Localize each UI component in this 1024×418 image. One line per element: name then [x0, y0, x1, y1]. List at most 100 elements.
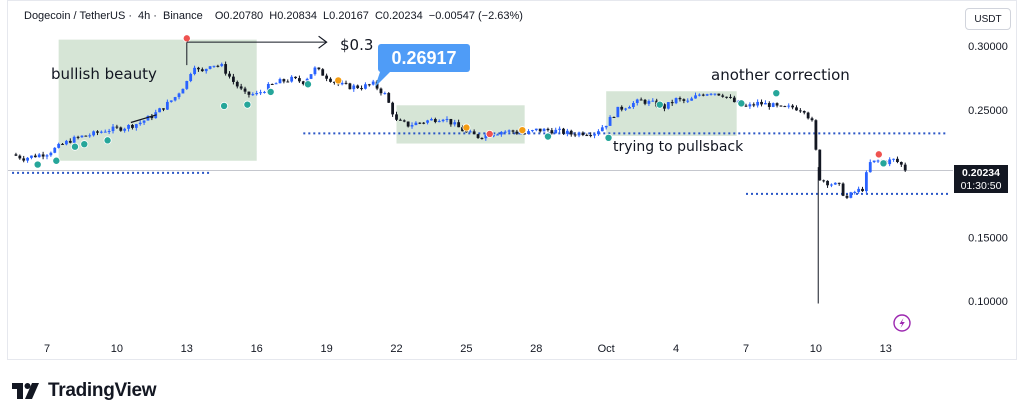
- x-tick-label: 19: [320, 343, 332, 355]
- candle: [698, 93, 701, 97]
- candle-body: [581, 132, 585, 136]
- candle-body: [131, 124, 134, 128]
- candle-body: [635, 99, 639, 104]
- candle-body: [402, 120, 406, 122]
- candle-body: [791, 105, 794, 108]
- candle: [395, 111, 398, 122]
- candle-body: [449, 118, 453, 125]
- candle: [604, 125, 608, 130]
- candle: [538, 128, 542, 133]
- candle-body: [701, 94, 705, 96]
- candle: [468, 129, 472, 133]
- candle: [651, 98, 655, 102]
- candle: [41, 151, 45, 160]
- candle-body: [779, 105, 783, 107]
- last-price-box: [954, 165, 1008, 193]
- candle: [760, 99, 763, 107]
- zones-layer: [58, 39, 737, 161]
- candle: [511, 129, 515, 134]
- candle: [810, 116, 814, 122]
- candle: [410, 122, 414, 129]
- callout-price: 0.26917: [391, 48, 456, 68]
- candle-body: [197, 67, 200, 70]
- candle-body: [527, 131, 530, 134]
- candle: [65, 139, 68, 146]
- candle-body: [857, 188, 861, 192]
- candle-body: [134, 124, 138, 128]
- candle-body: [492, 135, 495, 137]
- candle-body: [663, 104, 666, 109]
- candle-body: [476, 134, 480, 138]
- annotation-pullback: trying to pullsback: [613, 139, 744, 155]
- candle-body: [480, 137, 484, 139]
- candle-body: [674, 98, 678, 104]
- candle-body: [744, 105, 748, 107]
- candle-body: [251, 94, 255, 96]
- candle: [531, 129, 534, 133]
- candle-body: [309, 74, 313, 79]
- highlight-zone-1: [396, 105, 525, 144]
- signal-marker-green: [80, 140, 89, 149]
- tradingview-logo[interactable]: TradingView: [12, 380, 157, 402]
- candle: [134, 123, 138, 131]
- candle-body: [822, 180, 826, 182]
- candle: [857, 186, 861, 194]
- x-axis[interactable]: 7 10 13 16 19 22 25 28 Oct 4 7 10 13: [44, 343, 892, 355]
- flash-icon[interactable]: [893, 314, 911, 332]
- candle-body: [764, 103, 767, 105]
- candle-body: [806, 112, 810, 119]
- candle: [441, 118, 445, 123]
- signal-marker-red: [182, 34, 191, 43]
- candle: [585, 133, 589, 137]
- candle-body: [453, 122, 457, 125]
- candle: [255, 90, 259, 96]
- candle: [92, 130, 95, 137]
- callout-label[interactable]: 0.26917: [375, 44, 470, 87]
- candle-body: [550, 130, 554, 134]
- price-chart[interactable]: bullish beauty $0.3 another correction t…: [8, 1, 1016, 359]
- candle-body: [193, 67, 196, 75]
- signal-marker-red: [485, 129, 494, 138]
- candle: [414, 121, 418, 126]
- candle: [725, 96, 728, 99]
- candle-body: [65, 140, 68, 145]
- last-price-value: 0.20234: [962, 167, 1000, 179]
- candle-body: [255, 93, 259, 95]
- candle: [822, 179, 826, 183]
- symbol-interval[interactable]: 4h: [138, 10, 151, 22]
- candle: [635, 98, 639, 106]
- candle-body: [398, 119, 402, 121]
- ohlc-change: −0.00547 (−2.63%): [428, 10, 523, 22]
- currency-selector[interactable]: USDT: [965, 8, 1011, 30]
- candle-body: [274, 83, 278, 85]
- candle-body: [173, 97, 177, 101]
- candle: [449, 118, 453, 127]
- candle-body: [787, 105, 791, 107]
- candle-body: [239, 86, 243, 89]
- candle: [690, 96, 694, 101]
- candle-body: [573, 134, 577, 136]
- candle: [647, 99, 651, 106]
- chart-panel[interactable]: bullish beauty $0.3 another correction t…: [7, 0, 1017, 360]
- callout-box: [378, 44, 470, 72]
- candle: [84, 135, 88, 137]
- candle: [597, 129, 600, 136]
- candle: [503, 130, 507, 135]
- candle-body: [775, 103, 779, 106]
- candle: [833, 182, 837, 185]
- candle: [643, 98, 647, 106]
- candle: [783, 105, 787, 108]
- x-tick-label: 10: [810, 343, 822, 355]
- candle-body: [461, 127, 464, 132]
- signal-marker-green: [303, 80, 312, 89]
- candle-body: [457, 122, 461, 128]
- symbol-name[interactable]: Dogecoin / TetherUS: [24, 10, 126, 22]
- candle-body: [356, 85, 360, 89]
- candle-body: [68, 140, 72, 143]
- candle: [162, 108, 165, 112]
- x-tick-label: 7: [44, 343, 50, 355]
- signal-marker-green: [103, 136, 112, 145]
- candle: [453, 119, 457, 127]
- candle: [313, 66, 317, 76]
- candle-body: [282, 79, 286, 82]
